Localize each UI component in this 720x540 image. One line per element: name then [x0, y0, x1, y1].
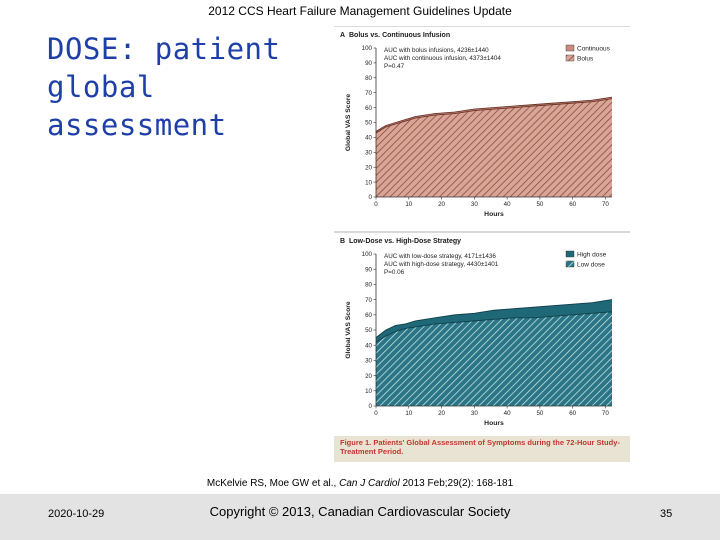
- y-tick-label: 0: [369, 194, 373, 201]
- panel-label: B: [340, 238, 345, 245]
- line-bolus: [375, 98, 613, 134]
- caption-box: [334, 436, 630, 462]
- x-tick-label: 50: [536, 201, 543, 208]
- footer-copyright: Copyright © 2013, Canadian Cardiovascula…: [209, 504, 511, 519]
- legend-label: Bolus: [577, 56, 594, 63]
- y-tick-label: 50: [365, 327, 372, 334]
- y-tick-label: 20: [365, 164, 372, 171]
- legend-label: Low dose: [577, 262, 605, 269]
- y-tick-label: 10: [365, 179, 372, 186]
- line-continuous: [375, 96, 613, 132]
- y-tick-label: 100: [362, 251, 373, 258]
- y-axis-label: Global VAS Score: [345, 94, 352, 152]
- x-tick-label: 20: [438, 201, 445, 208]
- y-tick-label: 80: [365, 282, 372, 289]
- y-tick-label: 60: [365, 105, 372, 112]
- citation-authors: McKelvie RS, Moe GW et al.,: [206, 478, 340, 489]
- auc-annotation: AUC with high-dose strategy, 4430±1401: [384, 261, 499, 268]
- x-tick-label: 10: [405, 201, 412, 208]
- chart-panel-b: B Low-Dose vs. High-Dose Strategy 0 10 20 30 4…: [334, 231, 630, 427]
- auc-annotation: AUC with continuous infusion, 4373±1404: [384, 55, 501, 62]
- y-tick-label: 0: [369, 403, 373, 410]
- y-tick-label: 90: [365, 266, 372, 273]
- figure-charts: A Bolus vs. Continuous Infusion 0 10 20 30 40 5…: [334, 25, 630, 427]
- x-tick-label: 20: [438, 410, 445, 417]
- legend-swatch: [565, 54, 575, 62]
- x-tick-label: 0: [374, 410, 378, 417]
- y-tick-label: 40: [365, 342, 372, 349]
- y-tick-label: 70: [365, 297, 372, 304]
- panel-label: A: [340, 32, 345, 39]
- panel-title: Low-Dose vs. High-Dose Strategy: [349, 238, 461, 245]
- x-tick-label: 60: [569, 201, 576, 208]
- chart-panel-a: A Bolus vs. Continuous Infusion 0 10 20 30 40 5…: [334, 25, 630, 218]
- area-low-dose: [376, 311, 612, 406]
- x-axis-label: Hours: [484, 420, 504, 427]
- y-tick-label: 10: [365, 388, 372, 395]
- auc-annotation: P=0.06: [384, 269, 405, 276]
- citation-details: 2013 Feb;29(2): 168-181: [399, 478, 514, 489]
- x-tick-label: 10: [405, 410, 412, 417]
- y-tick-label: 50: [365, 120, 372, 127]
- citation-journal: Can J Cardiol: [339, 478, 400, 489]
- y-tick-label: 60: [365, 312, 372, 319]
- y-tick-label: 20: [365, 373, 372, 380]
- x-tick-label: 40: [504, 410, 511, 417]
- x-tick-label: 70: [602, 410, 609, 417]
- legend-label: High dose: [577, 252, 607, 259]
- x-tick-label: 50: [536, 410, 543, 417]
- x-tick-label: 40: [504, 201, 511, 208]
- citation: McKelvie RS, Moe GW et al., Can J Cardio…: [0, 478, 720, 489]
- panel-title: Bolus vs. Continuous Infusion: [349, 32, 450, 39]
- y-tick-label: 70: [365, 90, 372, 97]
- slide-header: 2012 CCS Heart Failure Management Guidel…: [208, 4, 512, 18]
- y-axis-label: Global VAS Score: [345, 301, 352, 359]
- slide-title: DOSE: patient global assessment: [47, 32, 281, 142]
- y-tick-label: 80: [365, 75, 372, 82]
- y-tick-label: 30: [365, 358, 372, 365]
- auc-annotation: AUC with bolus infusions, 4236±1440: [384, 47, 489, 54]
- y-tick-label: 30: [365, 150, 372, 157]
- figure: A Bolus vs. Continuous Infusion 0 10 20 30 40 5…: [334, 25, 630, 462]
- x-tick-label: 60: [569, 410, 576, 417]
- legend-label: Continuous: [577, 46, 611, 53]
- figure-caption: Figure 1. Patients' Global Assessment of…: [340, 438, 620, 456]
- x-tick-label: 30: [471, 201, 478, 208]
- y-tick-label: 40: [365, 135, 372, 142]
- legend-swatch: [565, 260, 575, 268]
- x-tick-label: 70: [602, 201, 609, 208]
- line-low-dose: [375, 311, 613, 343]
- area-bolus: [376, 98, 612, 197]
- auc-annotation: AUC with low-dose strategy, 4171±1436: [384, 253, 496, 260]
- footer-date: 2020-10-29: [48, 508, 105, 520]
- x-axis-label: Hours: [484, 211, 504, 218]
- page-number: 35: [660, 508, 673, 520]
- x-tick-label: 0: [374, 201, 378, 208]
- legend-swatch: [565, 250, 575, 258]
- legend-swatch: [565, 44, 575, 52]
- y-tick-label: 90: [365, 60, 372, 67]
- line-high-dose: [375, 299, 613, 338]
- footer-bar: [0, 494, 720, 540]
- auc-annotation: P=0.47: [384, 63, 405, 70]
- y-tick-label: 100: [362, 45, 373, 52]
- x-tick-label: 30: [471, 410, 478, 417]
